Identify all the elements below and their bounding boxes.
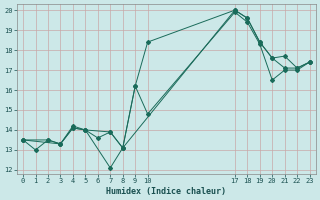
X-axis label: Humidex (Indice chaleur): Humidex (Indice chaleur): [106, 187, 226, 196]
